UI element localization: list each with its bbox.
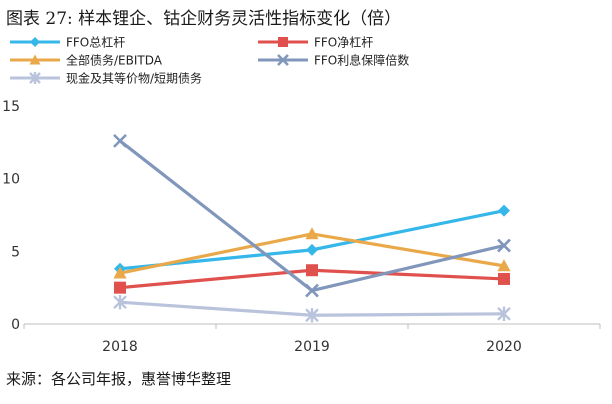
data-point-1-2020 [498, 272, 510, 285]
data-point-4-2020 [497, 306, 511, 322]
legend-item-ffo总杠杆: FFO总杠杆 [10, 35, 125, 50]
data-point-3-2018-stroke-b [113, 133, 127, 148]
legend-label-2: 全部债务/EBITDA [66, 53, 163, 68]
data-point-2-2018 [113, 266, 127, 279]
y-tick-label-0: 0 [11, 317, 20, 333]
data-point-1-2019-shape [306, 264, 318, 277]
data-point-4-2019 [305, 308, 319, 323]
series-ffo总杠杆 [114, 204, 510, 275]
data-point-2-2019-shape [305, 227, 319, 240]
legend-marker-3-stroke-b [277, 54, 289, 66]
x-tick-label-2018: 2018 [102, 339, 138, 355]
data-point-3-2018 [113, 133, 127, 148]
data-point-0-2019-shape [306, 243, 318, 256]
series-现金及其等价物-短期债务 [113, 295, 511, 323]
chart-series-layer [113, 133, 511, 323]
series-全部债务-ebitda [113, 227, 511, 279]
y-tick-label-10: 10 [2, 172, 20, 188]
data-point-1-2020-shape [498, 272, 510, 285]
legend-item-ffo利息保障倍数: FFO利息保障倍数 [258, 53, 409, 68]
series-ffo利息保障倍数 [113, 133, 511, 298]
data-point-3-2020-stroke-b [497, 238, 511, 253]
data-point-0-2020 [498, 204, 510, 217]
series-ffo净杠杆 [114, 264, 510, 294]
legend-label-3: FFO利息保障倍数 [314, 53, 409, 68]
data-point-3-2020 [497, 238, 511, 253]
chart-axes: 0 5 10 15 2018 2019 2020 [2, 99, 601, 355]
data-point-1-2019 [306, 264, 318, 277]
data-point-0-2020-shape [498, 204, 510, 217]
legend-marker-1 [278, 37, 288, 47]
data-point-2-2019 [305, 227, 319, 240]
legend-item-全部债务-ebitda: 全部债务/EBITDA [10, 53, 163, 68]
legend-label-0: FFO总杠杆 [66, 35, 125, 50]
data-point-2-2018-shape [113, 266, 127, 279]
legend-marker-4 [29, 72, 41, 84]
legend-marker-2-shape [29, 54, 41, 65]
data-point-3-2019-stroke-b [305, 283, 319, 298]
data-point-3-2019 [305, 283, 319, 298]
legend-marker-0-shape [30, 37, 40, 47]
data-point-0-2019 [306, 243, 318, 256]
x-tick-label-2020: 2020 [486, 339, 522, 355]
legend-marker-1-shape [278, 37, 288, 47]
data-point-2-2020-shape [497, 259, 511, 272]
legend-item-现金及其等价物-短期债务: 现金及其等价物/短期债务 [10, 71, 202, 86]
legend-marker-0 [30, 37, 40, 47]
data-point-2-2020 [497, 259, 511, 272]
y-tick-label-5: 5 [11, 244, 20, 260]
data-point-1-2018 [114, 281, 126, 294]
legend-marker-3 [277, 54, 289, 66]
legend-label-4: 现金及其等价物/短期债务 [66, 71, 202, 86]
y-tick-label-15: 15 [2, 99, 20, 115]
chart-title: 图表 27: 样本锂企、钴企财务灵活性指标变化（倍） [6, 9, 402, 29]
legend-item-ffo净杠杆: FFO净杠杆 [258, 35, 373, 50]
legend-label-1: FFO净杠杆 [314, 35, 373, 50]
legend-marker-2 [29, 54, 41, 65]
x-tick-label-2019: 2019 [294, 339, 330, 355]
data-point-4-2018 [113, 295, 127, 310]
chart-source-note: 来源：各公司年报，惠誉博华整理 [6, 370, 232, 388]
data-point-1-2018-shape [114, 281, 126, 294]
